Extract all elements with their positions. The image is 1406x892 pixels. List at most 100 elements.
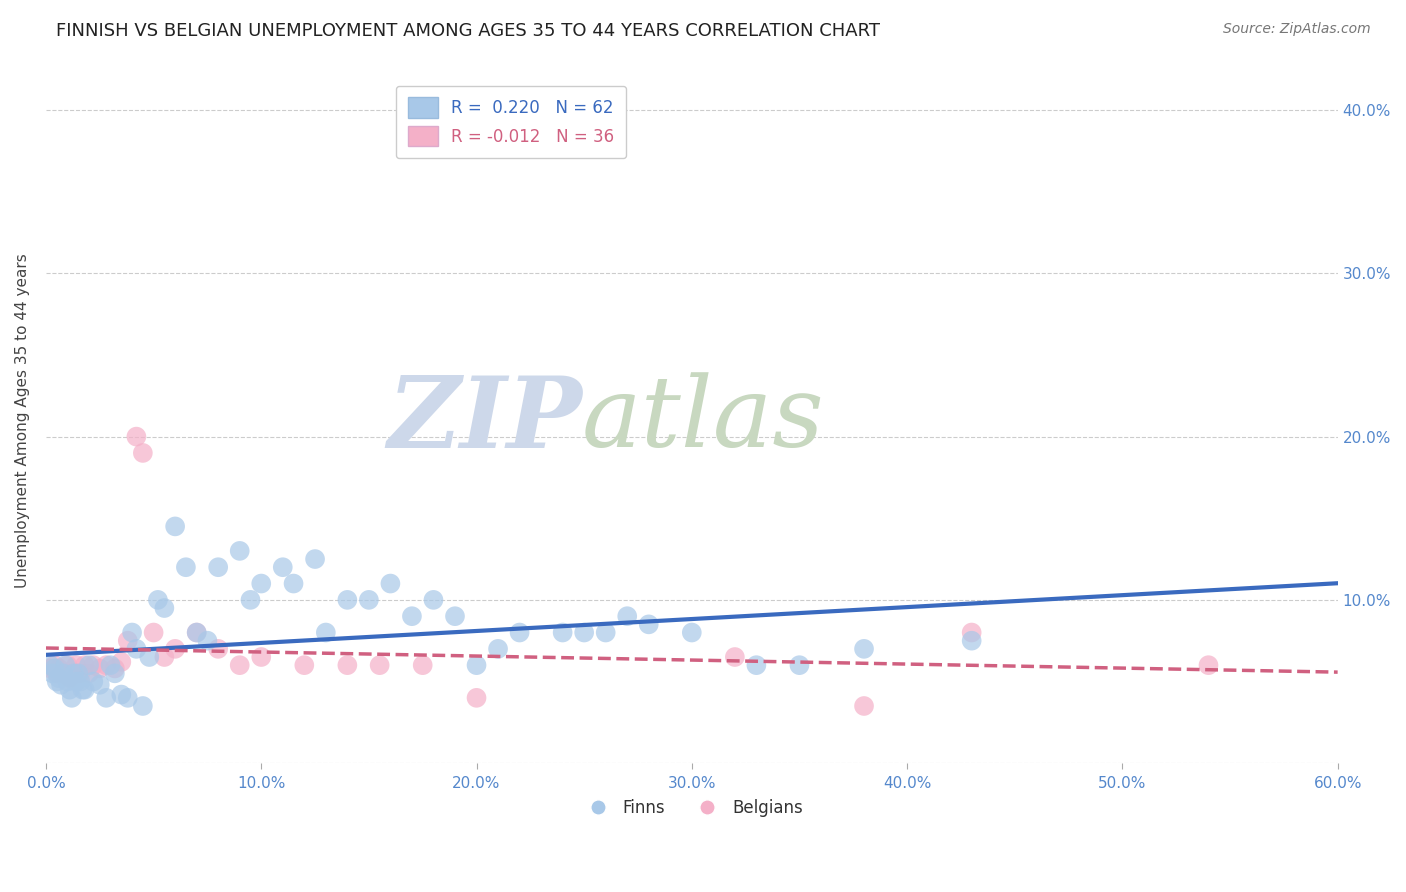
Y-axis label: Unemployment Among Ages 35 to 44 years: Unemployment Among Ages 35 to 44 years <box>15 253 30 588</box>
Point <box>153 601 176 615</box>
Point <box>551 625 574 640</box>
Point <box>96 658 118 673</box>
Point <box>380 576 402 591</box>
Point <box>138 650 160 665</box>
Point <box>197 633 219 648</box>
Point <box>465 658 488 673</box>
Point <box>53 658 76 673</box>
Point <box>56 674 79 689</box>
Point <box>853 641 876 656</box>
Point <box>422 592 444 607</box>
Point <box>82 658 104 673</box>
Point <box>82 674 104 689</box>
Point <box>228 544 250 558</box>
Point <box>48 661 70 675</box>
Point <box>77 658 100 673</box>
Point <box>52 666 75 681</box>
Point <box>165 641 187 656</box>
Point <box>132 698 155 713</box>
Point <box>104 666 127 681</box>
Point <box>73 682 96 697</box>
Point <box>45 666 67 681</box>
Point <box>59 682 82 697</box>
Point <box>572 625 595 640</box>
Point <box>121 625 143 640</box>
Point <box>125 429 148 443</box>
Point <box>56 658 79 673</box>
Point <box>146 592 169 607</box>
Point <box>73 658 96 673</box>
Point <box>44 661 66 675</box>
Point <box>44 658 66 673</box>
Point <box>412 658 434 673</box>
Point <box>250 576 273 591</box>
Point <box>207 641 229 656</box>
Point <box>304 552 326 566</box>
Point <box>853 698 876 713</box>
Point <box>125 641 148 656</box>
Text: atlas: atlas <box>582 373 825 468</box>
Point <box>960 625 983 640</box>
Point <box>49 678 72 692</box>
Point <box>186 625 208 640</box>
Point <box>132 446 155 460</box>
Point <box>465 690 488 705</box>
Point <box>724 650 747 665</box>
Point <box>357 592 380 607</box>
Point <box>117 633 139 648</box>
Point <box>1198 658 1220 673</box>
Point <box>69 666 91 681</box>
Point <box>186 625 208 640</box>
Point <box>960 633 983 648</box>
Point <box>60 666 83 681</box>
Point <box>165 519 187 533</box>
Point <box>250 650 273 665</box>
Point <box>67 666 90 681</box>
Point <box>60 690 83 705</box>
Point <box>401 609 423 624</box>
Point <box>77 666 100 681</box>
Point <box>315 625 337 640</box>
Point <box>509 625 531 640</box>
Point <box>89 661 111 675</box>
Point <box>72 682 94 697</box>
Point <box>153 650 176 665</box>
Point <box>65 658 87 673</box>
Point <box>100 658 122 673</box>
Point <box>239 592 262 607</box>
Point <box>63 666 86 681</box>
Point <box>207 560 229 574</box>
Legend: Finns, Belgians: Finns, Belgians <box>574 792 810 823</box>
Point <box>595 625 617 640</box>
Point <box>41 666 63 681</box>
Point <box>69 674 91 689</box>
Point <box>292 658 315 673</box>
Point <box>789 658 811 673</box>
Point <box>48 671 70 685</box>
Point <box>104 661 127 675</box>
Point <box>681 625 703 640</box>
Point <box>637 617 659 632</box>
Point <box>110 688 132 702</box>
Point <box>39 661 62 675</box>
Point <box>52 666 75 681</box>
Point <box>283 576 305 591</box>
Point <box>39 658 62 673</box>
Text: ZIP: ZIP <box>387 372 582 468</box>
Point <box>336 658 359 673</box>
Point <box>45 674 67 689</box>
Point <box>89 678 111 692</box>
Point <box>174 560 197 574</box>
Point <box>616 609 638 624</box>
Point <box>444 609 467 624</box>
Text: FINNISH VS BELGIAN UNEMPLOYMENT AMONG AGES 35 TO 44 YEARS CORRELATION CHART: FINNISH VS BELGIAN UNEMPLOYMENT AMONG AG… <box>56 22 880 40</box>
Point <box>368 658 391 673</box>
Point <box>336 592 359 607</box>
Point <box>96 690 118 705</box>
Point <box>117 690 139 705</box>
Point <box>59 671 82 685</box>
Point <box>271 560 294 574</box>
Point <box>486 641 509 656</box>
Text: Source: ZipAtlas.com: Source: ZipAtlas.com <box>1223 22 1371 37</box>
Point <box>142 625 165 640</box>
